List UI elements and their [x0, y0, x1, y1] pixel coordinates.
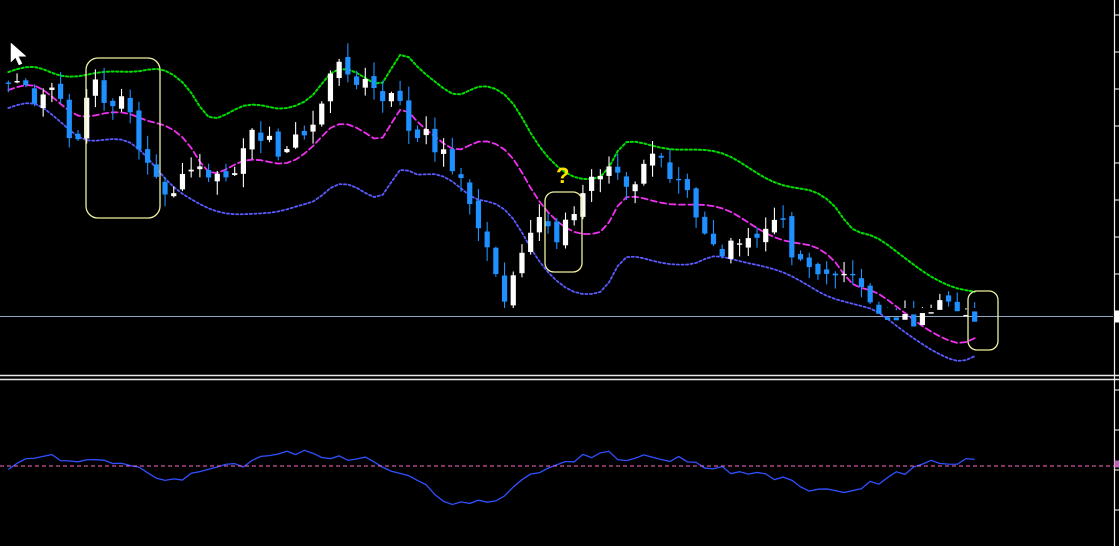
svg-text:?: ?	[556, 163, 569, 188]
